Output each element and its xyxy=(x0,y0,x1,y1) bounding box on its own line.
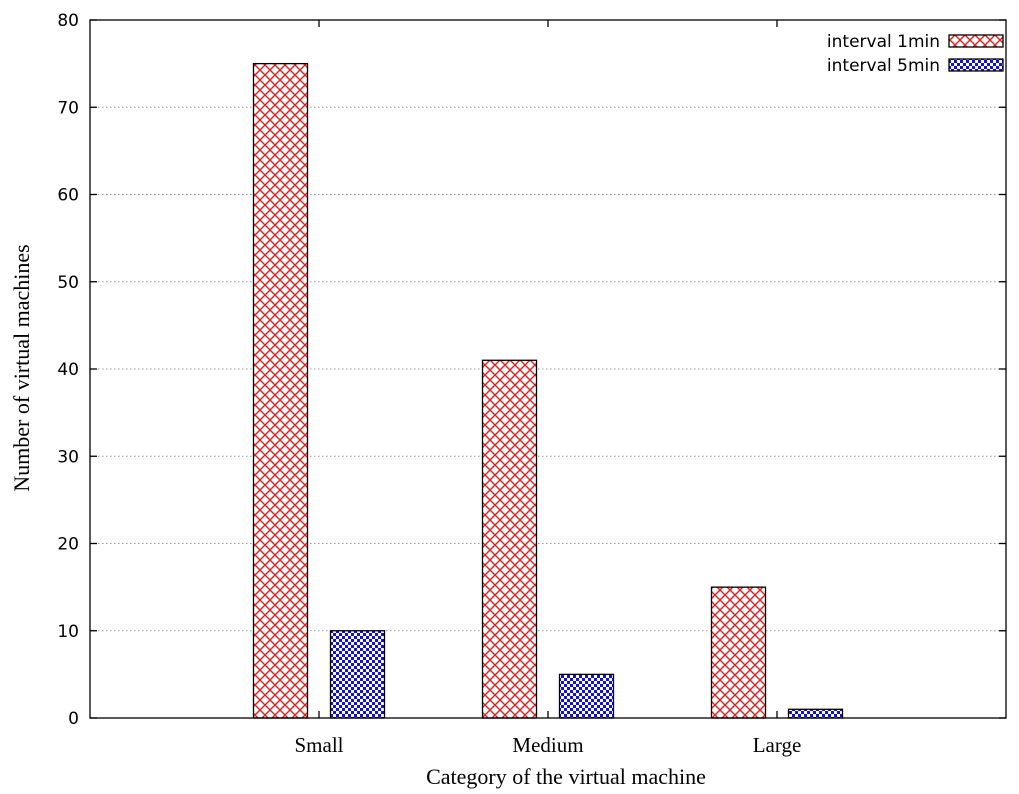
legend-label: interval 5min xyxy=(827,56,940,76)
legend-label: interval 1min xyxy=(827,32,940,52)
y-tick-label: 80 xyxy=(57,11,79,31)
bar-large-series-2 xyxy=(787,708,844,719)
y-tick-label: 10 xyxy=(57,622,79,642)
x-category-label: Medium xyxy=(512,733,583,757)
legend-swatch xyxy=(948,34,1004,48)
x-category-label: Small xyxy=(294,733,343,757)
y-tick-label: 40 xyxy=(57,360,79,380)
y-axis-title: Number of virtual machines xyxy=(9,244,34,491)
y-tick-label: 0 xyxy=(68,709,79,729)
bars xyxy=(252,62,844,719)
bar-medium-series-1 xyxy=(481,359,538,719)
tick-labels: 0 10 20 30 40 50 60 70 80 Small Medium Large xyxy=(57,11,1006,757)
y-tick-label: 30 xyxy=(57,447,79,467)
grid-lines xyxy=(90,106,1006,632)
legend: interval 1min interval 5min xyxy=(827,32,1004,76)
legend-swatch xyxy=(948,58,1004,72)
bar-large-series-1 xyxy=(710,586,767,719)
bar-small-series-2 xyxy=(329,630,386,719)
bar-medium-series-2 xyxy=(558,673,615,719)
y-tick-label: 60 xyxy=(57,186,79,206)
y-tick-label: 70 xyxy=(57,98,79,118)
bar-small-series-1 xyxy=(252,62,309,719)
y-tick-label: 50 xyxy=(57,273,79,293)
x-category-label: Large xyxy=(753,733,802,757)
y-tick-label: 20 xyxy=(57,535,79,555)
x-axis-title: Category of the virtual machine xyxy=(426,764,706,789)
